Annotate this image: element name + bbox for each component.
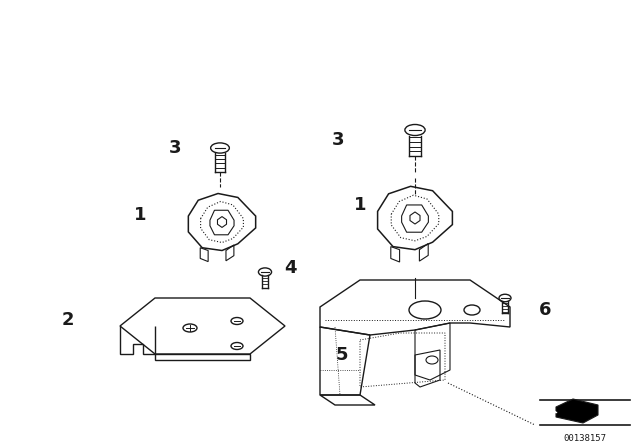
Text: 3: 3 xyxy=(332,131,344,149)
Text: 5: 5 xyxy=(336,346,348,364)
Text: 1: 1 xyxy=(354,196,366,214)
Polygon shape xyxy=(556,399,598,423)
Text: 1: 1 xyxy=(134,206,147,224)
Text: 2: 2 xyxy=(61,311,74,329)
Text: 3: 3 xyxy=(169,139,181,157)
Text: 4: 4 xyxy=(284,259,296,277)
Text: 6: 6 xyxy=(539,301,551,319)
Polygon shape xyxy=(548,405,556,418)
Text: 00138157: 00138157 xyxy=(563,434,607,443)
